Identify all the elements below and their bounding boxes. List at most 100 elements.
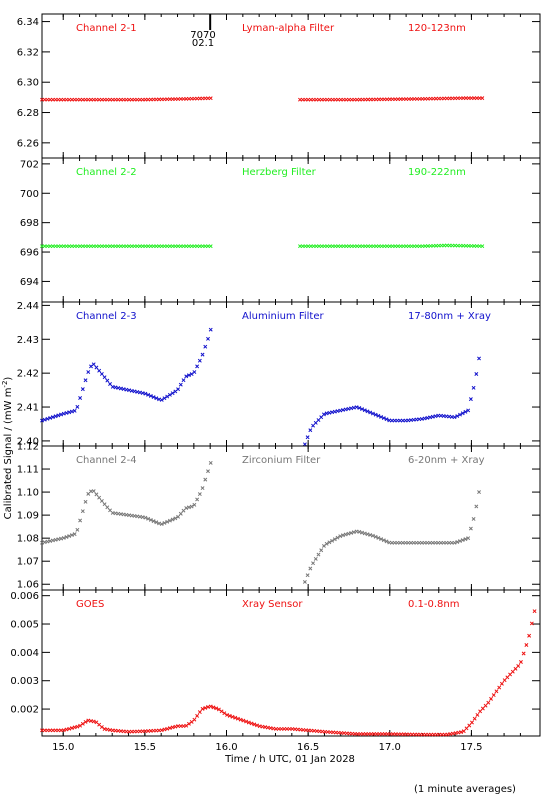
data-point xyxy=(146,516,151,521)
data-point xyxy=(461,729,466,734)
data-point xyxy=(69,726,74,731)
data-point xyxy=(489,696,493,701)
data-point xyxy=(61,411,66,416)
data-point xyxy=(357,529,362,534)
data-point xyxy=(203,344,208,349)
data-point xyxy=(186,505,191,510)
data-point xyxy=(208,460,213,465)
data-point xyxy=(154,396,159,401)
data-point xyxy=(162,396,167,401)
data-point xyxy=(162,521,167,525)
data-point xyxy=(186,721,191,726)
data-point xyxy=(75,724,80,729)
data-point xyxy=(167,518,172,523)
panel-label: 0.1-0.8nm xyxy=(408,599,460,610)
panel-frame xyxy=(41,13,541,159)
data-point xyxy=(422,416,427,421)
data-point xyxy=(225,712,230,717)
data-point xyxy=(419,416,424,421)
data-point xyxy=(42,417,47,422)
y-tick-label: 2.44 xyxy=(17,301,39,312)
data-point xyxy=(494,689,499,694)
data-point xyxy=(308,566,313,571)
data-point xyxy=(83,499,88,504)
data-point xyxy=(200,706,205,711)
data-point xyxy=(360,407,364,412)
data-point xyxy=(332,409,337,414)
y-tick-label: 6.28 xyxy=(17,108,39,119)
data-point xyxy=(330,410,335,415)
data-point xyxy=(518,660,523,664)
data-point xyxy=(463,409,468,414)
data-point xyxy=(452,415,457,420)
data-point xyxy=(474,504,479,509)
data-point xyxy=(184,506,189,511)
data-point xyxy=(59,412,64,417)
data-point xyxy=(357,405,362,410)
y-axis-label: Calibrated Signal / (mW m-2) xyxy=(1,377,14,520)
y-tick-label: 694 xyxy=(20,277,39,288)
data-point xyxy=(78,518,83,523)
data-point xyxy=(75,527,80,532)
data-point xyxy=(428,415,433,420)
data-point xyxy=(532,609,537,614)
data-point xyxy=(460,411,465,416)
data-point xyxy=(200,352,205,357)
data-point xyxy=(173,724,178,729)
data-point xyxy=(464,726,469,731)
data-point xyxy=(302,442,307,447)
data-point xyxy=(143,515,148,520)
data-point xyxy=(379,537,384,542)
data-point xyxy=(335,409,340,414)
x-tick-label: 17.5 xyxy=(460,742,482,753)
data-point xyxy=(508,672,513,677)
data-point xyxy=(466,408,471,413)
panel-label: Channel 2-4 xyxy=(76,455,137,466)
data-point xyxy=(319,415,324,420)
data-point xyxy=(365,532,370,537)
y-tick-label: 1.12 xyxy=(17,442,39,453)
data-point xyxy=(99,372,104,376)
data-point xyxy=(467,723,472,728)
panel-frame xyxy=(41,157,541,303)
data-point xyxy=(97,368,102,373)
data-point xyxy=(321,412,326,417)
data-point xyxy=(67,534,72,539)
panel-label: 17-80nm + Xray xyxy=(408,311,491,322)
data-point xyxy=(42,540,47,545)
x-tick-label: 16.5 xyxy=(297,742,319,753)
panel-label: 6-20nm + Xray xyxy=(408,455,485,466)
y-tick-label: 0.002 xyxy=(10,705,39,716)
data-point xyxy=(178,511,183,516)
data-point xyxy=(208,96,213,101)
data-point xyxy=(384,539,389,544)
data-point xyxy=(67,410,72,415)
data-point xyxy=(140,391,145,395)
data-point xyxy=(471,517,476,521)
data-point xyxy=(105,505,110,510)
data-point xyxy=(56,537,61,542)
data-point xyxy=(192,717,197,722)
data-point xyxy=(341,408,345,412)
data-point xyxy=(227,713,232,718)
y-tick-label: 696 xyxy=(20,248,39,259)
panel-label: Xray Sensor xyxy=(242,599,303,610)
data-point xyxy=(167,392,172,397)
data-point xyxy=(197,710,202,715)
data-point xyxy=(252,722,257,727)
data-point xyxy=(83,378,88,383)
data-point xyxy=(472,716,477,721)
data-point xyxy=(78,723,83,728)
panel-label: Aluminium Filter xyxy=(242,311,325,322)
data-point xyxy=(72,725,77,730)
data-point xyxy=(127,388,132,393)
data-point xyxy=(72,532,77,537)
data-point xyxy=(521,651,526,656)
data-point xyxy=(319,548,324,553)
data-point xyxy=(165,394,170,399)
panel-label: 120-123nm xyxy=(408,23,466,34)
data-point xyxy=(48,539,53,543)
data-point xyxy=(48,416,53,420)
data-point xyxy=(360,530,364,535)
